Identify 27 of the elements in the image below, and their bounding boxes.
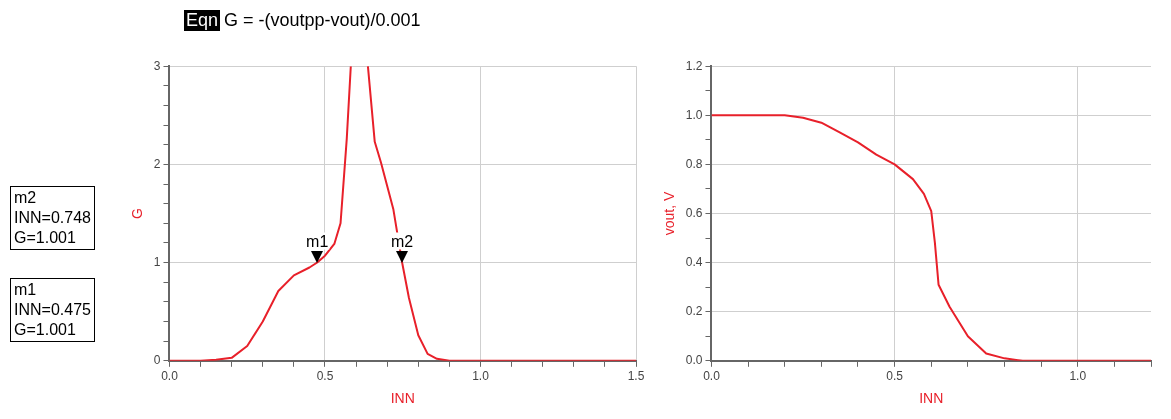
y-tick-label: 0.0 <box>685 353 703 368</box>
y-tick-label: 0.8 <box>685 156 703 171</box>
x-axis-title: INN <box>390 390 415 407</box>
y-tick-label: 3 <box>153 58 161 73</box>
y-tick-label: 0.6 <box>685 205 703 220</box>
text: m2 INN=0.748 G=1.001 <box>10 186 95 250</box>
annotation: m2 <box>391 232 414 250</box>
chart-title: G = -(voutpp-vout)/0.001 <box>224 10 421 31</box>
y-tick-label: 1.0 <box>685 107 703 122</box>
y-axis-title: vout, V <box>661 191 678 236</box>
y-tick-label: 0.4 <box>685 254 703 269</box>
text: m1 INN=0.475 G=1.001 <box>10 278 95 342</box>
chart-subtitle: Eqn <box>184 10 221 31</box>
annotation: m1 <box>306 232 329 250</box>
x-tick-label: 0.0 <box>703 369 721 384</box>
y-tick-label: 2 <box>153 156 161 171</box>
x-tick-label: 1.0 <box>472 369 490 384</box>
x-tick-label: 0.5 <box>316 369 334 384</box>
x-axis-title: INN <box>919 390 944 407</box>
y-tick-label: 0 <box>153 353 161 368</box>
y-tick-label: 1.2 <box>685 58 703 73</box>
x-tick-label: 0.5 <box>886 369 904 384</box>
x-tick-label: 1.5 <box>627 369 645 384</box>
x-tick-label: 1.0 <box>1069 369 1087 384</box>
y-tick-label: 0.2 <box>685 304 703 319</box>
y-axis-title: G <box>129 208 146 219</box>
y-tick-label: 1 <box>153 254 161 269</box>
